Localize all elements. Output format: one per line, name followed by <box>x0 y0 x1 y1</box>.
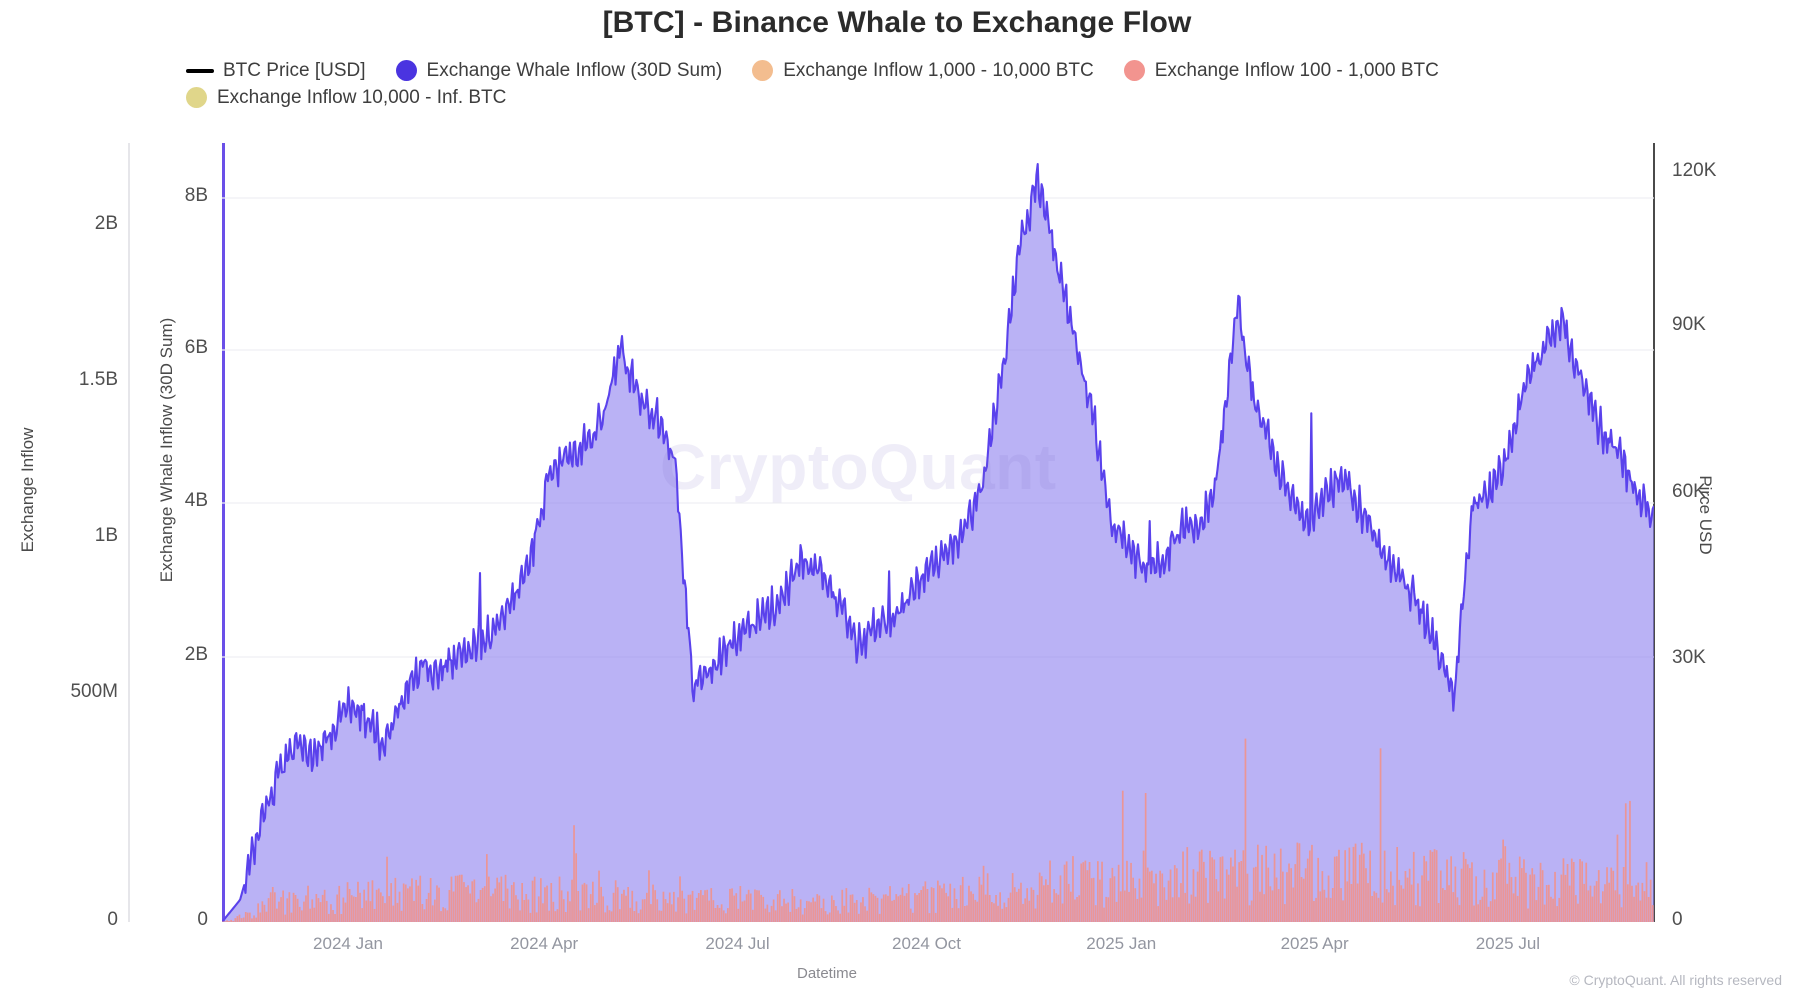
axis-tick-label: 8B <box>184 185 208 206</box>
axis-spine-price <box>1653 143 1655 922</box>
axis-tick-label: 4B <box>184 490 208 511</box>
axis-tick-label: 1.5B <box>78 369 118 390</box>
chart-legend: BTC Price [USD] Exchange Whale Inflow (30… <box>186 60 1626 114</box>
x-axis-tick-label: 2024 Jan <box>313 934 383 953</box>
whale-inflow-line <box>222 163 1654 922</box>
legend-line-swatch-icon <box>186 68 214 73</box>
axis-tick-label: 0 <box>1672 909 1683 930</box>
axis-tick-label: 500M <box>70 681 118 702</box>
y-axis-title-exchange-inflow: Exchange Inflow <box>18 427 37 553</box>
copyright-notice: © CryptoQuant. All rights reserved <box>1569 972 1782 988</box>
plot-area <box>222 143 1654 922</box>
axis-tick-label: 120K <box>1672 160 1717 181</box>
page-title: [BTC] - Binance Whale to Exchange Flow <box>602 6 1192 39</box>
axis-tick-label: 90K <box>1672 314 1706 335</box>
legend-item-label: Exchange Inflow 100 - 1,000 BTC <box>1154 60 1439 81</box>
legend-dot-swatch-icon <box>395 60 417 81</box>
legend-item-label: BTC Price [USD] <box>223 60 366 81</box>
chart-svg <box>222 163 1654 922</box>
legend-item-label: Exchange Inflow 1,000 - 10,000 BTC <box>783 60 1094 81</box>
x-axis-tick-label: 2025 Jul <box>1475 934 1541 953</box>
axis-tick-label: 1B <box>94 525 118 546</box>
legend-dot-swatch-icon <box>752 60 774 81</box>
axis-tick-label: 6B <box>184 337 208 358</box>
axis-tick-label: 0 <box>197 909 208 930</box>
legend-dot-swatch-icon <box>1123 60 1145 81</box>
legend-item-0[interactable]: BTC Price [USD] <box>186 61 366 80</box>
x-axis-title-datetime: Datetime <box>796 965 858 982</box>
legend-item-2[interactable]: Exchange Inflow 1,000 - 10,000 BTC <box>752 60 1094 81</box>
axis-tick-label: 30K <box>1672 647 1706 668</box>
exchange-inflow-100-1000-bars <box>222 738 1654 922</box>
legend-item-4[interactable]: Exchange Inflow 10,000 - Inf. BTC <box>186 87 506 108</box>
x-axis-tick-label: 2024 Oct <box>892 934 962 953</box>
axis-spine-whale-inflow <box>222 143 225 922</box>
legend-item-label: Exchange Whale Inflow (30D Sum) <box>426 60 723 81</box>
axis-tick-label: 0 <box>107 909 118 930</box>
axis-tick-label: 60K <box>1672 481 1706 502</box>
legend-item-3[interactable]: Exchange Inflow 100 - 1,000 BTC <box>1123 60 1439 81</box>
axis-tick-label: 2B <box>94 213 118 234</box>
x-axis-tick-label: 2025 Jan <box>1086 934 1157 953</box>
axis-spine-exchange-inflow <box>128 143 130 922</box>
x-axis-tick-label: 2024 Apr <box>510 934 579 953</box>
legend-item-1[interactable]: Exchange Whale Inflow (30D Sum) <box>395 60 723 81</box>
whale-inflow-area <box>222 164 1654 922</box>
legend-item-label: Exchange Inflow 10,000 - Inf. BTC <box>217 87 507 108</box>
x-axis-tick-label: 2024 Jul <box>705 934 770 953</box>
x-axis-tick-label: 2025 Apr <box>1280 934 1349 953</box>
legend-dot-swatch-icon <box>186 87 207 108</box>
axis-tick-label: 2B <box>184 644 208 665</box>
y-axis-title-price: Pirce USD <box>1696 475 1715 555</box>
